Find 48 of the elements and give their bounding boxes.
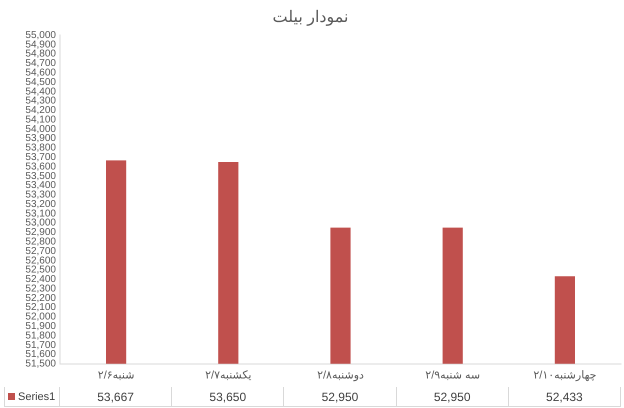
chart-title: نمودار بیلت — [272, 9, 348, 26]
data-label: 52,950 — [396, 387, 509, 407]
y-tick-label: 52,300 — [25, 283, 56, 294]
y-tick-label: 51,700 — [25, 340, 56, 351]
y-tick-label: 54,800 — [25, 48, 56, 60]
y-tick-label: 54,000 — [25, 124, 56, 135]
y-tick-label: 54,200 — [25, 105, 56, 116]
y-tick-label: 54,500 — [25, 76, 56, 88]
x-tick-label: چهارشنبه۲/۱۰ — [533, 369, 596, 382]
y-tick-label: 52,200 — [25, 292, 56, 304]
y-tick-label: 52,600 — [25, 255, 56, 266]
data-label: 53,667 — [60, 387, 172, 407]
y-tick-label: 53,200 — [25, 198, 56, 210]
y-tick-label: 52,100 — [25, 302, 56, 314]
y-tick-label: 53,400 — [25, 180, 56, 192]
y-tick-label: 53,800 — [25, 142, 56, 154]
y-tick-label: 53,000 — [25, 218, 56, 229]
y-tick-label: 54,700 — [25, 58, 56, 70]
data-label: 52,433 — [508, 387, 621, 407]
y-tick-label: 54,400 — [25, 86, 56, 98]
y-tick-label: 54,100 — [25, 114, 56, 126]
y-tick-label: 54,600 — [25, 68, 56, 79]
y-tick-label: 52,800 — [25, 236, 56, 248]
x-tick-label: شنبه۲/۶ — [98, 369, 134, 382]
legend-label: Series1 — [4, 387, 60, 407]
y-tick-label: 53,600 — [25, 161, 56, 172]
y-tick-label: 52,900 — [25, 227, 56, 238]
x-tick-label: یکشنبه۲/۷ — [205, 369, 252, 382]
y-tick-label: 52,500 — [25, 264, 56, 276]
y-tick-label: 52,000 — [25, 312, 56, 323]
y-tick-label: 51,900 — [25, 320, 56, 332]
y-tick-label: 55,000 — [25, 30, 56, 41]
y-tick-label: 53,100 — [25, 208, 56, 220]
y-tick-label: 54,300 — [25, 96, 56, 107]
data-label: 52,950 — [284, 387, 397, 407]
data-label: 53,650 — [172, 387, 284, 407]
x-tick-label: سه شنبه۲/۹ — [425, 369, 480, 382]
y-tick-label: 52,400 — [25, 274, 56, 286]
y-tick-label: 53,300 — [25, 190, 56, 201]
y-tick-label: 51,600 — [25, 349, 56, 360]
y-tick-label: 52,700 — [25, 246, 56, 257]
y-tick-label: 53,900 — [25, 133, 56, 144]
y-tick-label: 51,800 — [25, 330, 56, 342]
y-tick-label: 53,700 — [25, 152, 56, 163]
y-tick-label: 51,500 — [25, 358, 56, 370]
y-tick-label: 54,900 — [25, 39, 56, 50]
y-tick-label: 53,500 — [25, 170, 56, 182]
x-tick-label: دوشنبه۲/۸ — [317, 369, 364, 382]
